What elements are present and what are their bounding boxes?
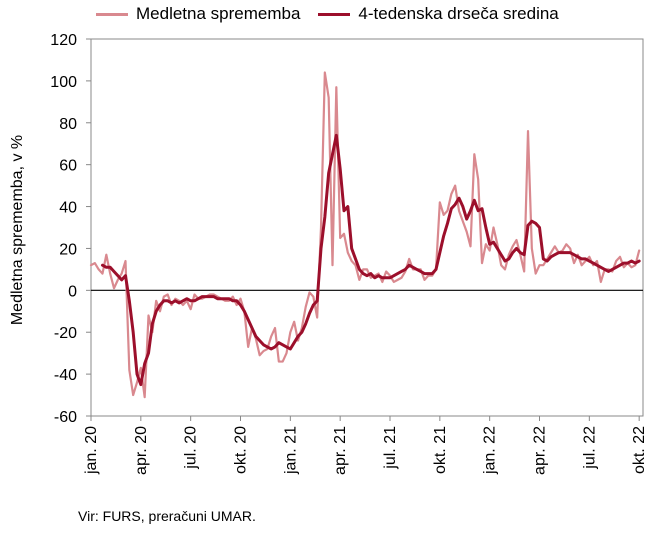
x-tick-label: apr. 20 (133, 426, 150, 475)
x-tick-label: apr. 21 (332, 426, 349, 475)
legend: Medletna sprememba 4-tedenska drseča sre… (96, 4, 577, 24)
legend-item-ma: 4-tedenska drseča sredina (318, 4, 559, 24)
y-tick-label: -60 (54, 409, 77, 426)
x-tick-label: jul. 22 (581, 426, 598, 470)
x-tick-label: okt. 22 (631, 426, 648, 474)
legend-label-raw: Medletna sprememba (136, 4, 301, 23)
y-tick-label: 0 (68, 283, 77, 300)
series-line-raw (89, 71, 641, 399)
x-tick-label: okt. 20 (233, 426, 250, 474)
x-tick-label: jul. 20 (183, 426, 200, 470)
series-line-moving-average (101, 133, 641, 387)
x-tick-label: jan. 21 (282, 426, 299, 475)
plot-border (90, 38, 644, 417)
plot-area (90, 38, 644, 417)
y-tick-label: 40 (59, 200, 77, 217)
legend-swatch-ma (318, 12, 351, 16)
y-tick-label: 60 (59, 158, 77, 175)
x-tick-label: okt. 21 (432, 426, 449, 474)
x-tick-label: jul. 21 (382, 426, 399, 470)
x-tick-label: apr. 22 (532, 426, 549, 475)
x-tick-label: jan. 20 (83, 426, 100, 475)
x-tick-label: jan. 22 (482, 426, 499, 475)
legend-label-ma: 4-tedenska drseča sredina (358, 4, 559, 23)
y-tick-label: -20 (54, 325, 77, 342)
y-axis: -60 -40 -20 0 20 40 60 80 100 120 (50, 32, 643, 426)
x-axis: jan. 20 apr. 20 jul. 20 okt. 20 jan. 21 apr. … (83, 416, 648, 475)
legend-item-raw: Medletna sprememba (96, 4, 300, 24)
y-tick-label: 20 (59, 241, 77, 258)
legend-swatch-raw (96, 12, 128, 16)
y-tick-label: 100 (50, 74, 77, 91)
y-axis-title: Medletna sprememba, v % (9, 134, 26, 326)
series-layer (89, 71, 641, 399)
source-note: Vir: FURS, preračuni UMAR. (78, 508, 256, 524)
y-tick-label: 80 (59, 116, 77, 133)
y-tick-label: -40 (54, 367, 77, 384)
y-tick-label: 120 (50, 32, 77, 49)
